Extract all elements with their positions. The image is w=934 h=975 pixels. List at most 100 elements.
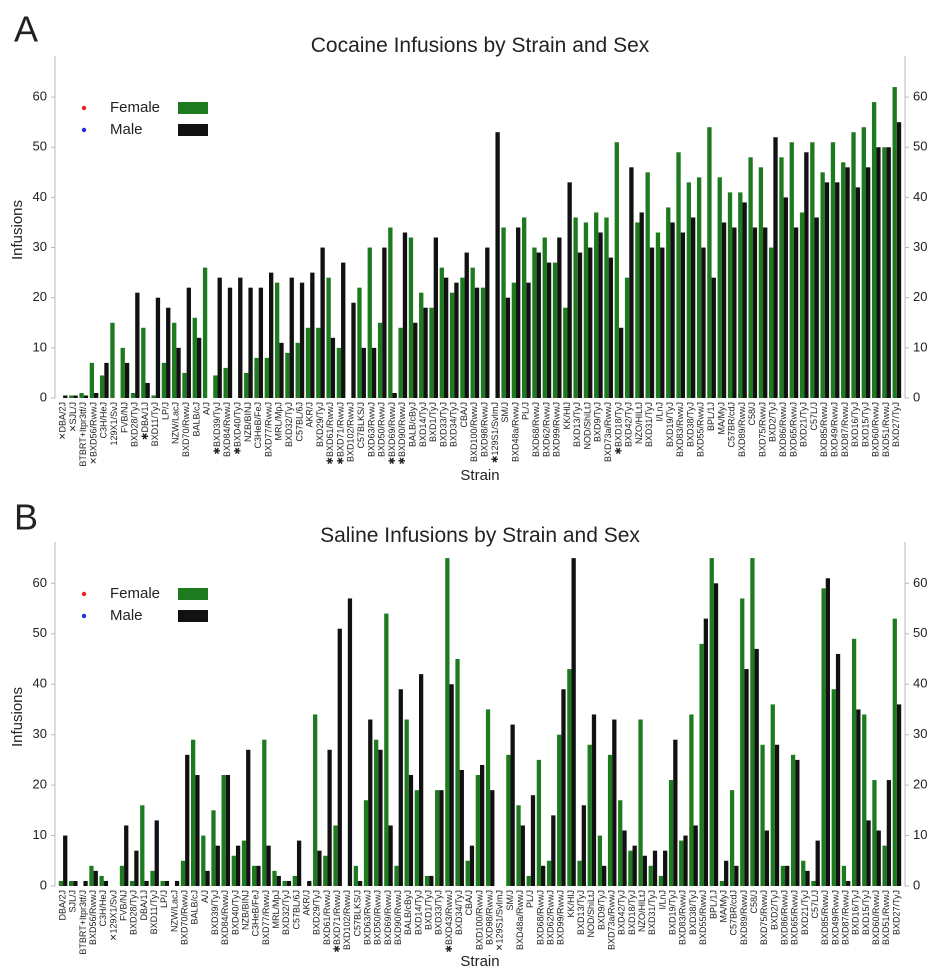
- bar: [770, 704, 775, 886]
- bar: [336, 347, 342, 398]
- x-tick-label: BXD13/TyJ: [576, 890, 586, 935]
- bar: [577, 252, 583, 398]
- bar: [764, 830, 769, 886]
- x-tick-label: BXD77/RwwJ: [263, 402, 273, 457]
- x-tick-label: C57BLKS/J: [352, 890, 362, 937]
- x-tick-label: BXD102/RwwJ: [342, 890, 352, 950]
- x-tick-label: BXD65/RwwJ: [788, 402, 798, 457]
- y2-tick-label: 40: [913, 189, 927, 204]
- bar: [252, 865, 257, 886]
- x-tick-label: C3HeB/FeJ: [251, 890, 261, 937]
- bar: [724, 860, 729, 886]
- x-tick-label: BXD32/TyJ: [281, 890, 291, 935]
- bar: [608, 257, 613, 398]
- bar: [642, 855, 647, 886]
- x-tick-label: BXD102/RwwJ: [346, 402, 356, 462]
- bar: [225, 775, 231, 886]
- y-tick-label: 60: [33, 575, 47, 590]
- x-tick-label: BXD31/TyJ: [647, 890, 657, 935]
- bar: [824, 182, 830, 398]
- bar: [831, 689, 836, 886]
- x-tick-label: C57L/J: [809, 402, 819, 431]
- bar: [388, 227, 393, 398]
- x-tick-label: I/LnJ: [654, 402, 664, 422]
- bar: [862, 714, 867, 886]
- bar: [211, 810, 216, 886]
- bar: [205, 870, 210, 886]
- bar: [413, 322, 418, 398]
- x-tick-label: DBA/1J: [139, 890, 149, 921]
- bar: [256, 865, 261, 886]
- x-tick-label: BXD19/TyJ: [668, 890, 678, 935]
- x-tick-label: AKR/J: [302, 890, 312, 916]
- bar: [119, 865, 125, 886]
- bar: [347, 598, 353, 886]
- bar: [760, 744, 765, 886]
- x-tick-label: ✱BXD71/RwwJ: [332, 890, 342, 953]
- bar: [557, 237, 562, 398]
- bar: [423, 307, 428, 398]
- bar: [155, 297, 161, 398]
- bar: [892, 87, 897, 399]
- x-tick-label: A/J: [202, 402, 212, 415]
- bar: [577, 860, 582, 886]
- bar: [841, 865, 847, 886]
- x-tick-label: LP/J: [159, 890, 169, 908]
- x-tick-label: C57L/J: [810, 890, 820, 919]
- bar: [783, 197, 788, 398]
- chart-title: Saline Infusions by Strain and Sex: [320, 524, 640, 547]
- bar: [414, 790, 419, 886]
- bar: [130, 392, 136, 398]
- x-tick-label: C3H/HeJ: [98, 890, 108, 927]
- bar: [691, 217, 696, 398]
- x-tick-label: NZW/LacJ: [171, 402, 181, 444]
- bar: [262, 739, 267, 886]
- bar: [779, 157, 784, 398]
- bar: [758, 167, 764, 398]
- bar: [752, 227, 758, 398]
- bar: [750, 558, 755, 886]
- bar: [645, 172, 650, 398]
- y2-tick-label: 60: [913, 89, 927, 104]
- bar: [624, 277, 630, 398]
- y2-tick-label: 50: [913, 139, 927, 154]
- bar: [567, 669, 572, 886]
- bar: [353, 865, 358, 886]
- bar: [402, 232, 408, 398]
- x-tick-label: BXD9/TyJ: [596, 890, 606, 930]
- bar: [238, 277, 243, 398]
- bar: [305, 327, 311, 398]
- bar: [63, 395, 68, 398]
- bar: [180, 860, 186, 886]
- x-tick-label: BXD75/RwwJ: [759, 890, 769, 945]
- bar: [629, 167, 634, 398]
- bar: [612, 719, 617, 886]
- bar: [292, 875, 297, 886]
- bar: [285, 352, 290, 398]
- bar: [709, 558, 714, 886]
- x-tick-label: BXD73a/RwwJ: [607, 890, 617, 950]
- bar: [63, 835, 68, 886]
- bar: [480, 764, 485, 886]
- bar: [83, 395, 89, 398]
- y-tick-label: 30: [33, 239, 47, 254]
- bar: [668, 780, 674, 886]
- bar: [227, 287, 233, 398]
- y-tick-label: 0: [40, 877, 47, 892]
- bar: [742, 202, 747, 398]
- x-tick-label: NZB/BINJ: [240, 890, 250, 930]
- bar: [254, 357, 259, 398]
- bar: [810, 142, 815, 398]
- bar: [449, 684, 454, 886]
- x-tick-label: ✱DBA/1J: [140, 402, 150, 440]
- x-tick-label: BXD50/RwwJ: [377, 402, 387, 457]
- x-tick-label: BXD89/RwwJ: [739, 890, 749, 945]
- bar: [689, 714, 694, 886]
- bar: [418, 674, 424, 886]
- x-tick-label: C58/J: [749, 890, 759, 914]
- bar: [357, 287, 362, 398]
- x-tick-label: FVB/NJ: [118, 890, 128, 921]
- x-tick-label: BXD27/TyJ: [891, 890, 901, 935]
- bar: [520, 825, 525, 886]
- x-tick-label: ✱BXD61/RwwJ: [325, 402, 335, 465]
